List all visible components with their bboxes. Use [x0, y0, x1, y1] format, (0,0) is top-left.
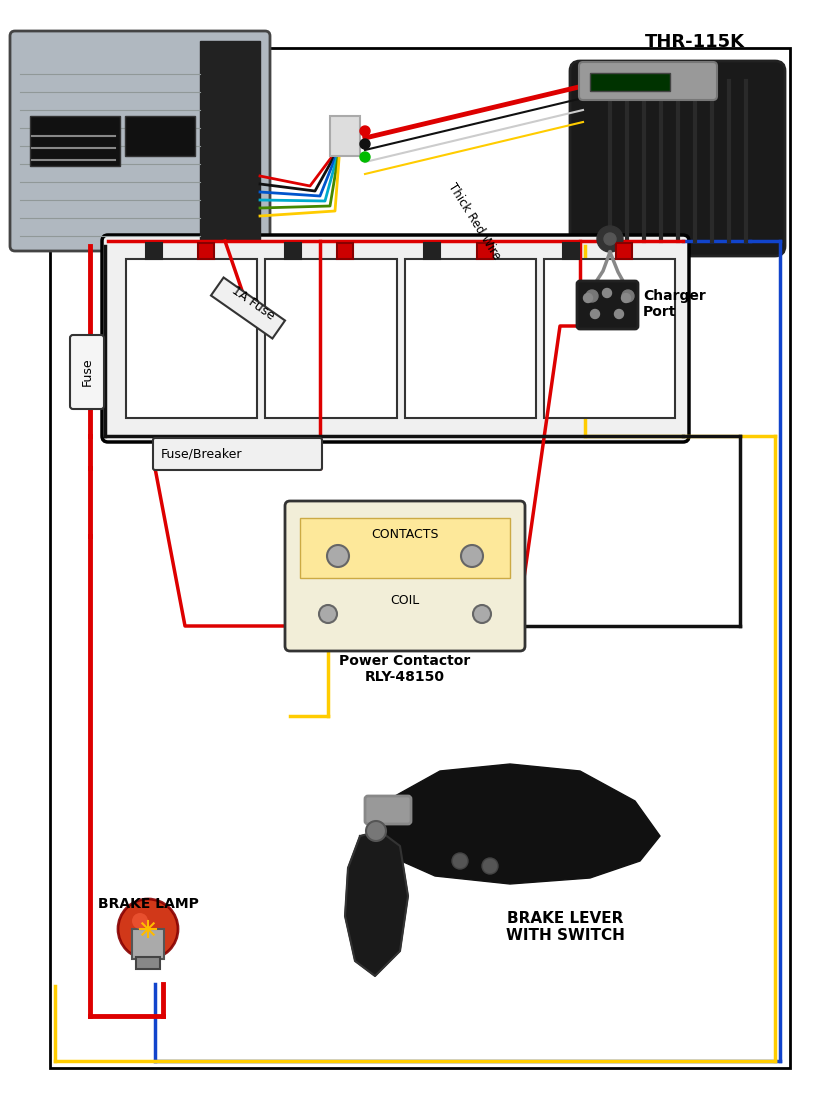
FancyBboxPatch shape	[577, 281, 638, 329]
Bar	[330, 116, 360, 156]
Circle shape	[366, 821, 386, 841]
Bar	[338, 243, 353, 259]
Bar	[300, 518, 510, 578]
Bar	[146, 243, 162, 259]
Text: BRAKE LAMP: BRAKE LAMP	[98, 897, 198, 911]
Circle shape	[614, 309, 623, 318]
Polygon shape	[211, 278, 285, 338]
Text: CONTACTS: CONTACTS	[371, 528, 439, 540]
Bar	[543, 259, 675, 418]
Bar	[132, 929, 164, 959]
Circle shape	[360, 152, 370, 162]
Text: THR-115K: THR-115K	[645, 33, 745, 51]
Circle shape	[360, 126, 370, 136]
Text: BRAKE LEVER
WITH SWITCH: BRAKE LEVER WITH SWITCH	[506, 911, 624, 943]
Circle shape	[583, 294, 592, 302]
Text: 1A Fuse: 1A Fuse	[229, 283, 277, 323]
Circle shape	[327, 545, 349, 567]
FancyBboxPatch shape	[579, 62, 717, 100]
Bar	[30, 116, 120, 166]
Circle shape	[360, 140, 370, 150]
Circle shape	[586, 290, 598, 302]
Bar	[424, 243, 440, 259]
Bar	[405, 259, 536, 418]
Bar	[126, 259, 257, 418]
Bar	[563, 243, 579, 259]
Circle shape	[482, 858, 498, 874]
Bar	[285, 243, 301, 259]
Circle shape	[591, 309, 600, 318]
Circle shape	[132, 913, 148, 929]
Bar	[125, 116, 195, 156]
Bar	[198, 243, 214, 259]
Text: Power Contactor
RLY-48150: Power Contactor RLY-48150	[339, 654, 471, 684]
FancyBboxPatch shape	[102, 235, 689, 442]
Text: Thick Red Wire: Thick Red Wire	[445, 181, 503, 262]
FancyBboxPatch shape	[285, 501, 525, 651]
Text: Fuse/Breaker: Fuse/Breaker	[161, 448, 242, 461]
Bar	[200, 41, 260, 241]
Circle shape	[319, 605, 337, 623]
Bar	[265, 259, 397, 418]
FancyBboxPatch shape	[70, 335, 104, 408]
FancyBboxPatch shape	[570, 61, 785, 256]
Bar	[136, 958, 160, 969]
Polygon shape	[345, 831, 408, 976]
Bar	[477, 243, 493, 259]
Text: Charger
Port: Charger Port	[643, 289, 706, 319]
Circle shape	[461, 545, 483, 567]
Circle shape	[452, 853, 468, 869]
Circle shape	[604, 233, 616, 246]
Text: COIL: COIL	[390, 595, 419, 607]
FancyBboxPatch shape	[10, 31, 270, 251]
Circle shape	[622, 290, 634, 302]
Circle shape	[602, 289, 611, 298]
Circle shape	[473, 605, 491, 623]
FancyBboxPatch shape	[153, 437, 322, 470]
Polygon shape	[370, 764, 660, 884]
Text: Fuse: Fuse	[81, 358, 94, 386]
Bar	[590, 73, 670, 92]
Circle shape	[622, 294, 631, 302]
FancyBboxPatch shape	[365, 796, 411, 824]
Circle shape	[597, 227, 623, 252]
Bar	[616, 243, 632, 259]
Circle shape	[118, 899, 178, 959]
